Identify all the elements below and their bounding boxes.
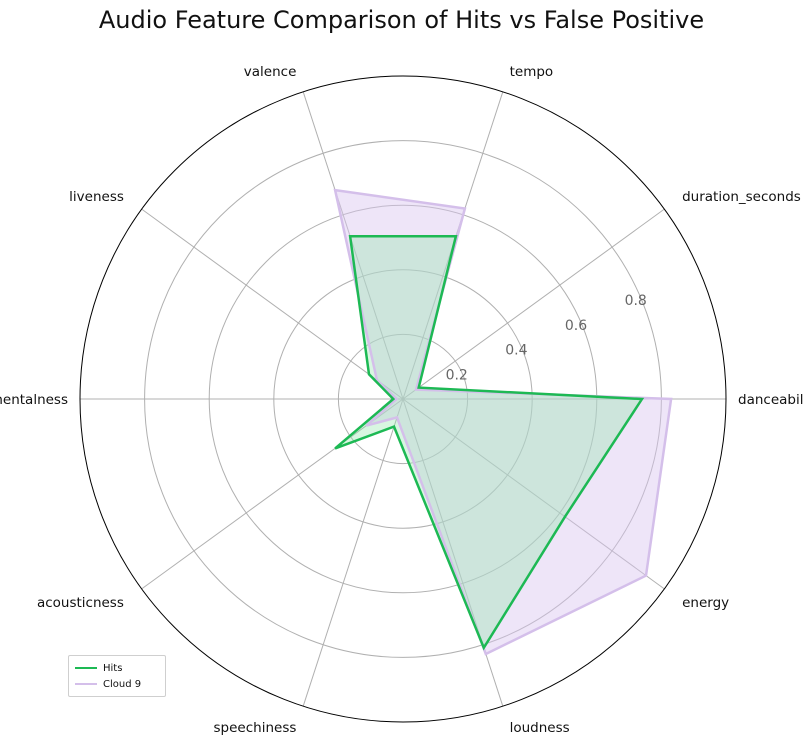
series-line-hits [334,234,645,651]
spoke-speechiness [302,398,404,707]
axis-label-liveness: liveness [69,189,124,205]
axis-label-loudness: loudness [510,720,570,736]
legend-label-hits: Hits [103,662,123,674]
spoke-valence [302,91,404,400]
axis-label-acousticness: acousticness [37,595,124,611]
axis-label-instrumentalness: instrumentalness [0,392,68,408]
series-fill-hits [335,236,642,648]
legend-item-cloud9: Cloud 9 [75,676,159,692]
spoke-duration_seconds [402,208,665,400]
series-layer [333,188,673,656]
legend-swatch-cloud9 [75,683,97,685]
legend: Hits Cloud 9 [68,655,166,697]
radial-ticks: 0.2 0.4 0.6 0.8 [446,293,647,383]
rtick-label-0: 0.2 [446,367,468,383]
axis-label-valence: valence [244,64,297,80]
spoke-liveness [141,208,404,400]
axis-label-speechiness: speechiness [214,720,297,736]
series-fill-cloud-9 [335,190,672,654]
axis-label-energy: energy [682,595,729,611]
axis-label-duration_seconds: duration_seconds [682,189,801,205]
spoke-acousticness [141,398,404,590]
rtick-label-3: 0.8 [625,293,647,309]
outer-frame [79,75,727,723]
axis-label-danceability: danceability [738,392,803,408]
legend-swatch-hits [75,667,97,669]
rtick-label-1: 0.4 [505,343,527,359]
chart-title: Audio Feature Comparison of Hits vs Fals… [98,6,705,34]
legend-item-hits: Hits [75,660,159,676]
axis-labels: danceability energy loudness speechiness aco… [0,64,803,736]
rtick-label-2: 0.6 [565,318,587,334]
spoke-energy [402,398,665,590]
legend-label-cloud9: Cloud 9 [103,678,142,690]
axis-label-tempo: tempo [510,64,554,80]
